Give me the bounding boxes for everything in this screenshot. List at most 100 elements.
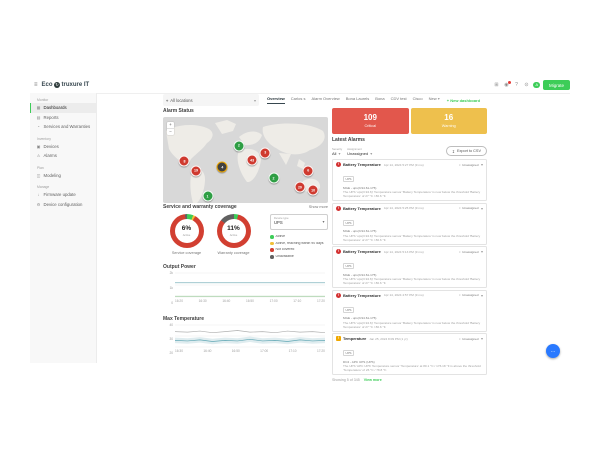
alarm-list-footer: Showing 5 of 345 View more — [332, 378, 487, 382]
logo-text-suffix: truxure IT — [61, 82, 90, 88]
alarm-row[interactable]: ! Battery Temperature Apr 14, 2024 4:57 … — [332, 289, 487, 332]
chevron-down-icon[interactable]: ▾ — [480, 205, 483, 211]
chevron-down-icon[interactable]: ▾ — [480, 336, 483, 342]
alarm-assignee[interactable]: Unassigned — [462, 293, 479, 298]
device-type-value: UPS — [274, 220, 283, 225]
tab-bona-laurels[interactable]: Bona Laurels — [345, 96, 370, 102]
donut-percent: 11% — [227, 224, 240, 232]
alarm-chip: UPS — [343, 263, 354, 270]
tab-new[interactable]: New ▾ — [428, 96, 440, 102]
alarm-assignee[interactable]: Unassigned — [462, 206, 479, 211]
axis-tick-label: 0 — [171, 300, 173, 305]
sidebar-item-reports[interactable]: ▤ Reports — [30, 113, 96, 123]
alarm-row[interactable]: ! Battery Temperature Apr 14, 2024 5:27 … — [332, 159, 487, 202]
sidebar-item-device-configuration[interactable]: ⚙ Device configuration — [30, 200, 96, 210]
legend-dot — [270, 241, 274, 246]
apps-icon[interactable]: ⊞ — [494, 82, 499, 88]
tab-alarm-overview[interactable]: Alarm Overview — [311, 96, 340, 102]
tab-cisco[interactable]: Cisco — [412, 96, 423, 102]
legend-dot — [270, 248, 274, 252]
sidebar-item-services-and-warranties[interactable]: ◔ Services and Warranties — [30, 122, 96, 132]
sidebar-item-modeling[interactable]: ◫ Modeling — [30, 171, 96, 181]
map-marker[interactable]: 10 — [307, 184, 319, 196]
warning-label: Warning — [441, 123, 456, 128]
alarm-assignee[interactable]: Unassigned — [462, 162, 479, 167]
chevron-down-icon[interactable]: ▾ — [480, 249, 483, 255]
sidebar-item-firmware-update[interactable]: ↓ Firmware update — [30, 190, 96, 200]
severity-filter-select[interactable]: Severity All ▾ — [332, 147, 342, 156]
map-marker[interactable]: 2 — [268, 172, 280, 184]
services-icon: ◔ — [37, 124, 40, 130]
alarm-map[interactable]: + − 8 19 4 2 43 3 2 6 20 10 1 — [163, 116, 328, 203]
location-filter-select[interactable]: ⌖ All locations ▾ — [163, 94, 259, 106]
tab-bona[interactable]: Bona — [375, 96, 385, 102]
user-avatar[interactable]: A — [533, 81, 540, 89]
axis-tick-label: 17:20 — [316, 298, 325, 303]
person-icon: ○ — [458, 336, 461, 341]
tab-cdv-test[interactable]: CDV test — [390, 96, 407, 102]
axis-tick-label: 17:10 — [288, 348, 297, 353]
alarm-chip: UPS — [343, 306, 354, 313]
zoom-out-button[interactable]: − — [169, 128, 172, 134]
critical-label: Critical — [364, 123, 377, 128]
alarm-row[interactable]: ! Battery Temperature Apr 14, 2024 5:13 … — [332, 246, 487, 289]
axis-tick-label: 2k — [169, 271, 173, 275]
alarm-assignee[interactable]: Unassigned — [462, 249, 479, 254]
sidebar-section-label: Plan — [37, 165, 44, 170]
warning-card[interactable]: 16 Warning — [410, 108, 487, 134]
sidebar-item-alarms[interactable]: ⚠ Alarms — [30, 151, 96, 161]
help-icon[interactable]: ? — [515, 82, 518, 88]
alarm-device: MGE - ups(3.94.61-175) — [343, 185, 377, 190]
alarm-assignee[interactable]: Unassigned — [462, 336, 479, 341]
map-marker[interactable]: 8 — [178, 155, 190, 167]
axis-tick-label: 16:30 — [198, 298, 207, 303]
device-type-select[interactable]: Device type UPS ▾ — [270, 214, 328, 230]
map-marker[interactable]: 6 — [302, 165, 314, 177]
settings-icon[interactable]: ⊙ — [524, 82, 529, 88]
hamburger-icon[interactable]: ≡ — [34, 82, 38, 88]
chat-fab[interactable]: … — [546, 344, 560, 358]
axis-tick-label: 30 — [169, 336, 173, 341]
export-csv-button[interactable]: ↧ Export to CSV — [445, 146, 487, 156]
export-csv-label: Export to CSV — [456, 149, 481, 153]
sidebar-item-devices[interactable]: ▣ Devices — [30, 142, 96, 152]
legend-item: Unavailable — [270, 255, 328, 259]
dashboards-icon: ▦ — [36, 105, 41, 111]
person-icon: ○ — [458, 293, 461, 298]
chevron-down-icon[interactable]: ▾ — [480, 162, 483, 167]
map-marker[interactable]: 2 — [233, 140, 245, 152]
alarm-description: The UPS 'APC UPS' Temperature sensor 'Te… — [343, 364, 481, 373]
tab-overview[interactable]: Overview — [267, 96, 285, 104]
legend-item: Active — [270, 235, 328, 239]
notifications-icon[interactable]: ◉ — [503, 80, 511, 88]
map-marker[interactable]: 43 — [246, 154, 258, 166]
alarm-chip: UPS — [343, 219, 354, 226]
alarm-description: The UPS 'ups(3.94.6)' Temperature sensor… — [343, 233, 481, 242]
alarm-timestamp: Apr 14, 2024 5:13 PM (9 mo) — [383, 249, 424, 254]
map-marker[interactable]: 20 — [294, 181, 306, 193]
map-marker[interactable]: 1 — [202, 190, 214, 202]
show-more-link[interactable]: Show more — [308, 205, 328, 209]
main-content: ⌖ All locations ▾ Overview Carlos s Alarm … — [160, 92, 490, 382]
alarm-row[interactable]: ! Temperature Jan 25, 2024 8:09 PM (1 yr… — [332, 333, 487, 376]
map-marker[interactable]: 3 — [259, 147, 271, 159]
critical-card[interactable]: 109 Critical — [332, 108, 409, 134]
view-more-link[interactable]: View more — [363, 378, 382, 383]
chevron-down-icon[interactable]: ▾ — [480, 292, 483, 298]
alarm-row[interactable]: ! Battery Temperature Apr 14, 2024 5:25 … — [332, 202, 487, 245]
alarm-timestamp: Apr 14, 2024 5:25 PM (9 mo) — [383, 206, 424, 211]
map-marker[interactable]: 19 — [190, 165, 202, 177]
assignment-filter-select[interactable]: Assignment Unassigned ▾ — [347, 147, 372, 156]
alarm-title: Battery Temperature — [343, 205, 381, 211]
sidebar-item-label: Devices — [43, 143, 59, 149]
map-marker[interactable]: 4 — [216, 161, 228, 173]
migrate-button[interactable]: Migrate — [542, 80, 570, 90]
sidebar-section-label: Monitor — [37, 98, 49, 102]
tab-carlos-s[interactable]: Carlos s — [290, 96, 306, 102]
max-temperature-chart-wrap: 40 30 20 16:30 16:40 16:50 17:00 17:10 17:20 — [169, 323, 326, 355]
zoom-in-button[interactable]: + — [167, 122, 174, 129]
sidebar-item-dashboards[interactable]: ▦ Dashboards — [30, 103, 96, 113]
new-dashboard-button[interactable]: + New dashboard — [447, 98, 480, 103]
chevron-down-icon: ▾ — [338, 151, 341, 156]
